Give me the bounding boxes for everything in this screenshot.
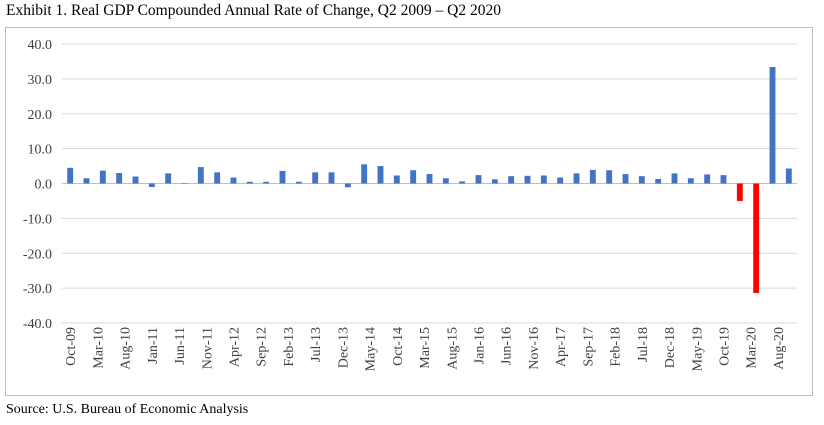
gridlines (62, 43, 797, 324)
bar (540, 175, 547, 184)
y-tick-label: -20.0 (23, 247, 52, 262)
x-tick-label: Mar-20 (745, 327, 760, 369)
bar (426, 174, 433, 184)
bar (344, 183, 351, 188)
y-tick-label: -30.0 (23, 282, 52, 297)
bar (132, 176, 139, 184)
x-tick-label: Jul-13 (309, 327, 324, 362)
bar (165, 173, 172, 184)
x-tick-label: Feb-13 (282, 327, 297, 367)
bar (393, 175, 400, 184)
bar (67, 167, 74, 184)
bar (622, 174, 629, 184)
bar (671, 173, 678, 184)
bar (377, 166, 384, 184)
bar (116, 173, 123, 184)
chart-frame (5, 27, 813, 396)
x-tick-label: Jun-11 (173, 327, 188, 365)
bar (361, 164, 368, 184)
bar (83, 178, 90, 184)
bar (524, 175, 531, 184)
x-tick-label: Oct-14 (391, 327, 406, 366)
bar (295, 181, 302, 184)
bar (246, 181, 253, 184)
bar (459, 181, 466, 184)
bar (573, 173, 580, 184)
x-tick-label: Sep-17 (581, 327, 596, 367)
bar (687, 178, 694, 184)
x-tick-label: Mar-10 (91, 327, 106, 369)
bars (67, 67, 792, 294)
y-tick-label: 20.0 (28, 108, 53, 123)
x-tick-label: Jan-11 (146, 327, 161, 364)
x-tick-label: Nov-16 (527, 327, 542, 370)
y-axis-labels: 40.0 30.0 20.0 10.0 0.0 -10.0 -20.0 -30.0 -40.0 (23, 38, 52, 332)
bar (475, 175, 482, 184)
y-tick-label: 40.0 (28, 38, 53, 53)
y-tick-label: 10.0 (28, 143, 53, 158)
bar (753, 183, 760, 294)
bar (606, 170, 613, 184)
y-tick-label: -10.0 (23, 212, 52, 227)
bar (230, 177, 237, 184)
x-tick-label: Nov-11 (200, 327, 215, 369)
x-tick-label: Sep-12 (255, 327, 270, 367)
x-tick-label: Oct-09 (64, 327, 79, 366)
bar (638, 176, 645, 184)
x-tick-label: Oct-19 (718, 327, 733, 366)
bar (263, 181, 270, 184)
x-tick-label: Mar-15 (418, 327, 433, 369)
y-tick-label: 0.0 (35, 178, 53, 193)
bar (197, 167, 204, 184)
bar (328, 172, 335, 184)
bar (557, 177, 564, 184)
bar (148, 183, 155, 187)
bar (704, 174, 711, 184)
x-tick-label: Apr-12 (228, 327, 243, 367)
bar (785, 168, 792, 184)
bar (99, 170, 106, 184)
y-tick-label: -40.0 (23, 317, 52, 332)
y-tick-label: 30.0 (28, 73, 53, 88)
x-tick-label: Jun-16 (500, 327, 515, 365)
x-tick-label: Jan-16 (473, 327, 488, 364)
x-tick-label: Aug-10 (119, 327, 134, 370)
bar (720, 175, 727, 184)
chart-title: Exhibit 1. Real GDP Compounded Annual Ra… (6, 2, 501, 19)
bar (655, 178, 662, 184)
bar (279, 170, 286, 184)
bar (736, 183, 743, 201)
bar (589, 169, 596, 184)
x-tick-label: May-14 (364, 327, 379, 371)
x-tick-label: Jul-18 (636, 327, 651, 362)
bar (312, 172, 319, 184)
bar (491, 179, 498, 184)
x-tick-label: Aug-15 (445, 327, 460, 370)
x-tick-label: Apr-17 (554, 327, 569, 367)
source-note: Source: U.S. Bureau of Economic Analysis (6, 402, 249, 417)
x-tick-label: Dec-13 (336, 327, 351, 368)
x-tick-label: Dec-18 (663, 327, 678, 368)
x-tick-label: Feb-18 (609, 327, 624, 367)
bar (181, 183, 188, 184)
bar (508, 176, 515, 184)
bar (769, 67, 776, 184)
x-tick-label: Aug-20 (772, 327, 787, 370)
bar (410, 170, 417, 184)
bar (442, 178, 449, 184)
x-axis-labels: Oct-09 Mar-10 Aug-10 Jan-11 Jun-11 Nov-11 Apr-… (64, 327, 787, 371)
bar (214, 172, 221, 184)
x-tick-label: May-19 (690, 327, 705, 371)
